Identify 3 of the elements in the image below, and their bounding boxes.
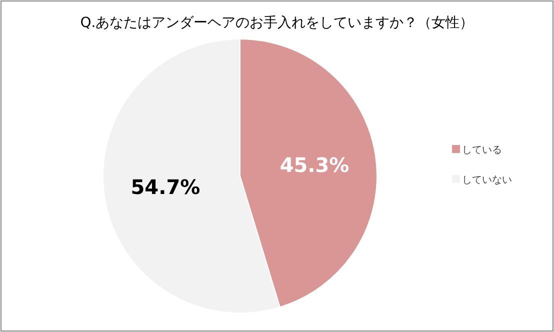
legend-label: していない (462, 175, 512, 186)
legend-label: している (462, 145, 502, 156)
title: Q.あなたはアンダーヘアのお手入れをしていますか？（女性） (80, 15, 474, 31)
